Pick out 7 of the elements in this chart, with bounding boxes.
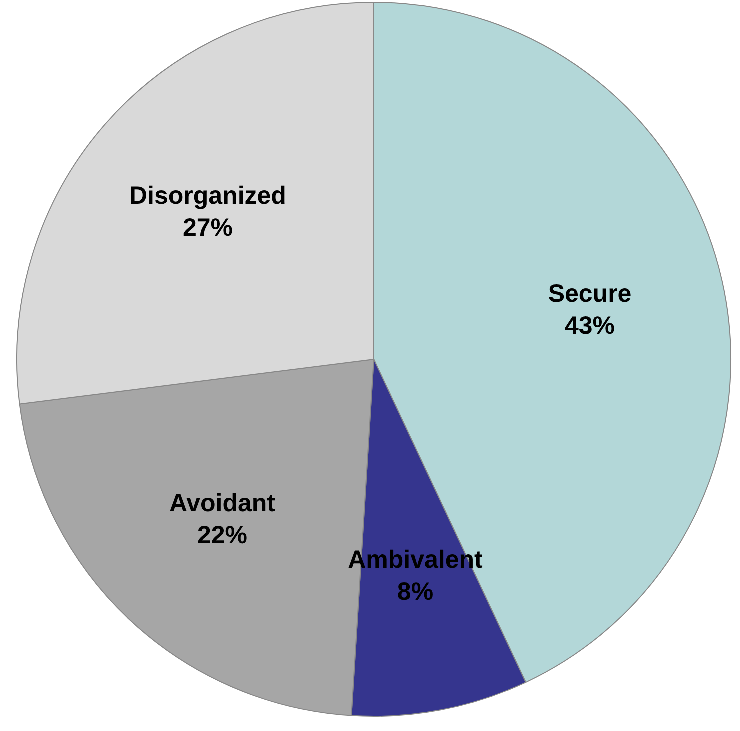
- data-label: 27%: [182, 214, 233, 242]
- slice-label: Disorganized: [129, 182, 286, 210]
- data-label: 8%: [397, 578, 434, 606]
- slice-label: Secure: [548, 280, 632, 308]
- data-label: 43%: [564, 312, 616, 340]
- slice-label: Avoidant: [169, 490, 276, 518]
- data-label: 22%: [197, 522, 248, 550]
